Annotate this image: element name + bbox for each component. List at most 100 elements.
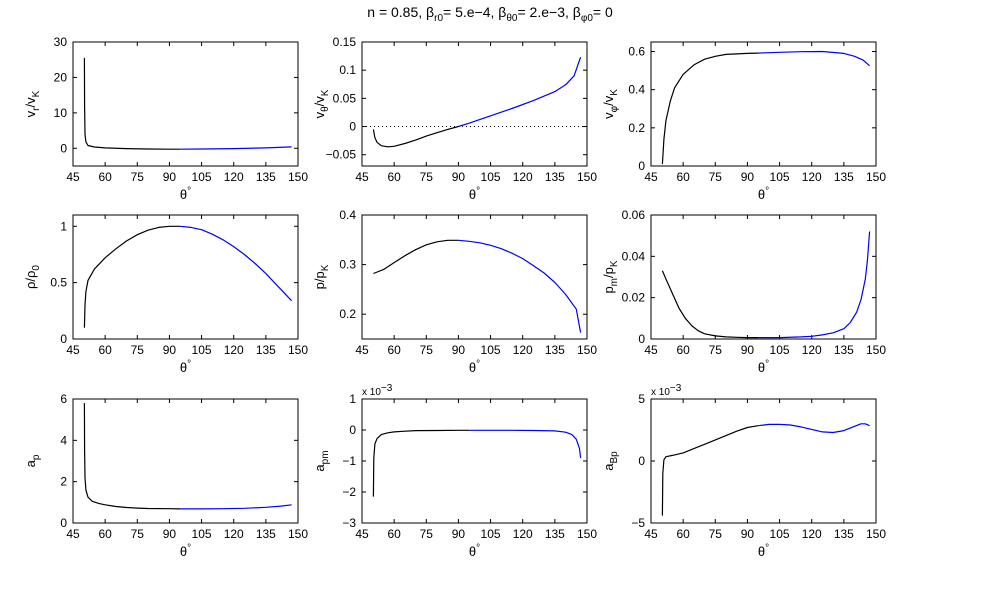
y-tick-label: −1: [342, 454, 356, 468]
y-tick-label: 0: [349, 120, 356, 134]
x-tick-label: 120: [224, 343, 244, 357]
y-tick-label: −2: [342, 485, 356, 499]
x-tick-label: 105: [770, 170, 790, 184]
x-label-degree: °: [187, 543, 191, 554]
y-tick-label: 10: [54, 106, 68, 120]
y-tick-label: 6: [60, 392, 67, 406]
x-tick-label: 75: [709, 527, 723, 541]
x-tick-label: 120: [802, 170, 822, 184]
series-line-outer: [458, 239, 582, 333]
series-line-outer: [180, 225, 293, 302]
y-label-den-sub: 0: [31, 265, 42, 271]
x-tick-label: 135: [256, 527, 276, 541]
y-label-den-sub: K: [31, 90, 42, 97]
x-tick-label: 75: [420, 343, 434, 357]
y-tick-label: 0.4: [339, 208, 356, 222]
y-label-den-sub: K: [320, 264, 331, 271]
axes-box: [650, 214, 877, 340]
x-tick-label: 135: [256, 170, 276, 184]
axes-box: [650, 398, 877, 524]
y-label-num: a: [23, 459, 38, 467]
series-line-outer: [758, 231, 871, 339]
x-tick-label: 135: [545, 170, 565, 184]
panel-8: 45 60 75 90 105 120 135 150−3−2−101 x 10−3θ°apm: [312, 383, 597, 559]
x-tick-label: 150: [288, 170, 308, 184]
y-tick-label: 0: [60, 516, 67, 530]
x-tick-label: 90: [452, 343, 466, 357]
x-tick-label: 60: [676, 170, 690, 184]
y-tick-label: 0.02: [622, 291, 646, 305]
x-tick-label: 105: [770, 343, 790, 357]
x-label-degree: °: [476, 359, 480, 370]
y-tick-label: 0: [638, 454, 645, 468]
y-axis-label: ρ/ρ0: [23, 265, 42, 289]
y-axis-label: vθ/vK: [312, 89, 331, 118]
series-line-inner: [661, 270, 759, 339]
series-line-inner: [661, 425, 759, 516]
y-label-num: v: [312, 111, 327, 118]
x-tick-label: 60: [98, 343, 112, 357]
y-label-num: v: [23, 110, 38, 117]
y-label-den: /p: [601, 267, 616, 278]
x-label-symbol: θ: [758, 360, 765, 375]
y-tick-label: 2: [60, 475, 67, 489]
series-line-outer: [180, 146, 292, 150]
y-tick-label: −0.05: [326, 148, 357, 162]
x-tick-label: 60: [98, 170, 112, 184]
y-label-num: a: [601, 463, 616, 471]
x-label-symbol: θ: [469, 544, 476, 559]
x-axis-label: θ°: [469, 186, 480, 202]
y-label-num-sub: m: [609, 278, 620, 286]
x-tick-label: 150: [288, 343, 308, 357]
x-tick-label: 150: [577, 343, 597, 357]
x-tick-label: 105: [481, 343, 501, 357]
exponent-power: −3: [670, 383, 682, 394]
y-label-num: p: [601, 286, 616, 293]
y-tick-label: 0.15: [333, 35, 357, 49]
y-axis-label: vr/vK: [23, 90, 42, 117]
series-line-inner: [83, 225, 181, 328]
axes-box: [72, 41, 299, 167]
x-axis-label: θ°: [758, 543, 769, 559]
x-tick-label: 45: [355, 343, 369, 357]
x-tick-label: 105: [770, 527, 790, 541]
y-tick-label: 0.1: [339, 63, 356, 77]
x-label-degree: °: [765, 359, 769, 370]
series-line-outer: [758, 423, 870, 434]
x-tick-label: 45: [66, 527, 80, 541]
y-label-num-sub: Bp: [609, 451, 620, 464]
series-line-inner: [373, 239, 459, 275]
x-tick-label: 75: [131, 527, 145, 541]
y-label-num-sub: p: [31, 454, 42, 460]
y-tick-label: 0.06: [622, 208, 646, 222]
axes-box: [650, 41, 877, 167]
x-label-symbol: θ: [469, 360, 476, 375]
x-tick-label: 90: [452, 527, 466, 541]
y-tick-label: 1: [60, 219, 67, 233]
x-tick-label: 60: [98, 527, 112, 541]
series-line-inner: [372, 125, 459, 148]
y-tick-label: 0.6: [628, 45, 645, 59]
x-tick-label: 120: [513, 170, 533, 184]
y-tick-label: 30: [54, 35, 68, 49]
x-tick-label: 90: [452, 170, 466, 184]
x-axis-label: θ°: [758, 359, 769, 375]
y-tick-label: 20: [54, 70, 68, 84]
x-axis-label: θ°: [180, 186, 191, 202]
x-label-degree: °: [187, 186, 191, 197]
axes-box: [72, 398, 299, 524]
y-tick-label: 0: [638, 159, 645, 173]
y-label-num-sub: r: [31, 107, 42, 111]
y-tick-label: 0.04: [622, 249, 646, 263]
y-axis-label: pm/pK: [601, 260, 620, 293]
figure-title: n = 0.85, βr0= 5.e−4, βθ0= 2.e−3, βφ0= 0: [367, 4, 613, 24]
x-tick-label: 135: [834, 527, 854, 541]
series-line-inner: [661, 52, 759, 165]
x-tick-label: 120: [513, 343, 533, 357]
x-tick-label: 60: [387, 170, 401, 184]
y-tick-label: 0.3: [339, 258, 356, 272]
x-tick-label: 135: [545, 527, 565, 541]
y-label-den: /v: [23, 97, 38, 108]
x-tick-label: 150: [866, 170, 886, 184]
x-tick-label: 60: [387, 343, 401, 357]
